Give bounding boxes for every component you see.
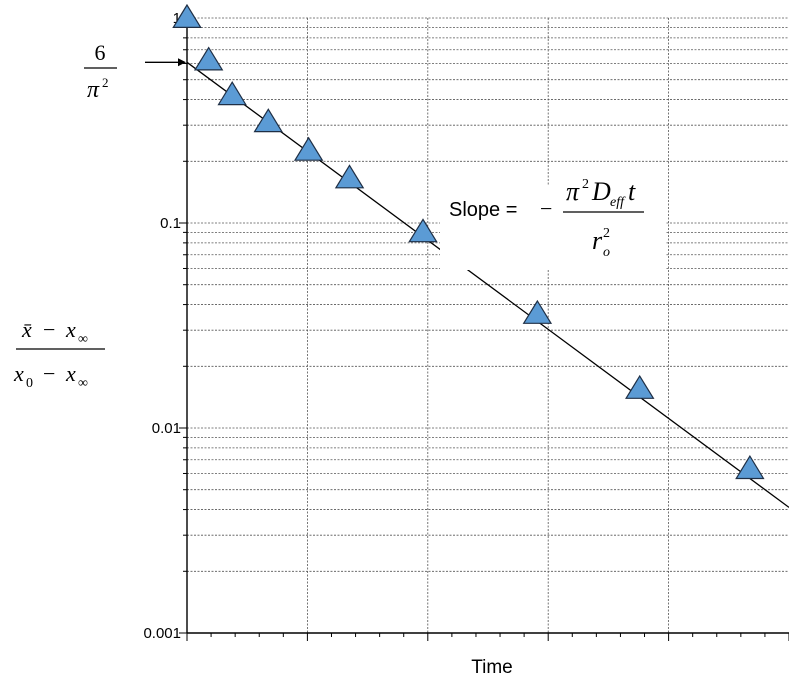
y-label-num-left: x̄ <box>21 317 32 342</box>
y-label-den-right-sub: ∞ <box>78 376 88 391</box>
grid <box>187 17 789 633</box>
slope-num-pi: π <box>566 177 580 206</box>
data-point-triangle <box>408 218 438 243</box>
slope-num-t: t <box>628 177 636 206</box>
y-tick-label: 0.1 <box>160 215 181 232</box>
y-label-num-right-sub: ∞ <box>78 332 88 347</box>
fit-line <box>186 61 789 508</box>
data-point-triangle <box>193 46 224 71</box>
data-point-triangle <box>253 108 283 133</box>
fit-line-group <box>186 61 789 508</box>
y-label-den-op: − <box>43 361 55 386</box>
x-axis-label: Time <box>471 657 513 678</box>
data-point-triangle <box>293 136 324 161</box>
slope-num-d-sub: eff <box>610 195 626 210</box>
slope-den-r: r <box>592 226 603 255</box>
axes <box>179 14 789 641</box>
y-tick-label: 1 <box>173 10 181 27</box>
intercept-numerator: 6 <box>95 40 106 65</box>
intercept-annotation: 6 π 2 <box>84 40 186 103</box>
data-points <box>172 3 765 480</box>
slope-den-r-exp: 2 <box>603 226 610 241</box>
y-tick-label: 0.01 <box>152 420 181 437</box>
data-point-triangle <box>522 299 553 324</box>
slope-label: Slope = <box>449 199 517 221</box>
data-point-triangle <box>625 374 655 399</box>
slope-num-d: D <box>591 177 611 206</box>
data-point-triangle <box>334 164 365 189</box>
slope-annotation-background <box>440 186 666 270</box>
intercept-denominator-exp: 2 <box>102 75 109 90</box>
slope-annotation: Slope = − π 2 D eff t r o 2 <box>440 177 666 270</box>
y-label-num-op: − <box>43 317 55 342</box>
y-tick-label: 0.001 <box>143 625 181 642</box>
data-point-triangle <box>735 454 765 480</box>
slope-num-pi-exp: 2 <box>582 177 589 192</box>
y-label-num-right: x <box>65 317 76 342</box>
y-axis-label: x̄ − x ∞ x 0 − x ∞ <box>13 317 105 391</box>
y-label-den-left: x <box>13 361 24 386</box>
tick-labels: 1 0.1 0.01 0.001 <box>143 10 181 642</box>
slope-den-r-sub: o <box>603 245 610 260</box>
y-label-den-right: x <box>65 361 76 386</box>
intercept-arrowhead <box>178 58 186 67</box>
data-point-triangle <box>172 3 202 28</box>
data-point-triangle <box>217 81 247 106</box>
y-label-den-left-sub: 0 <box>26 376 33 391</box>
intercept-denominator-base: π <box>87 77 100 103</box>
slope-sign: − <box>540 196 552 221</box>
